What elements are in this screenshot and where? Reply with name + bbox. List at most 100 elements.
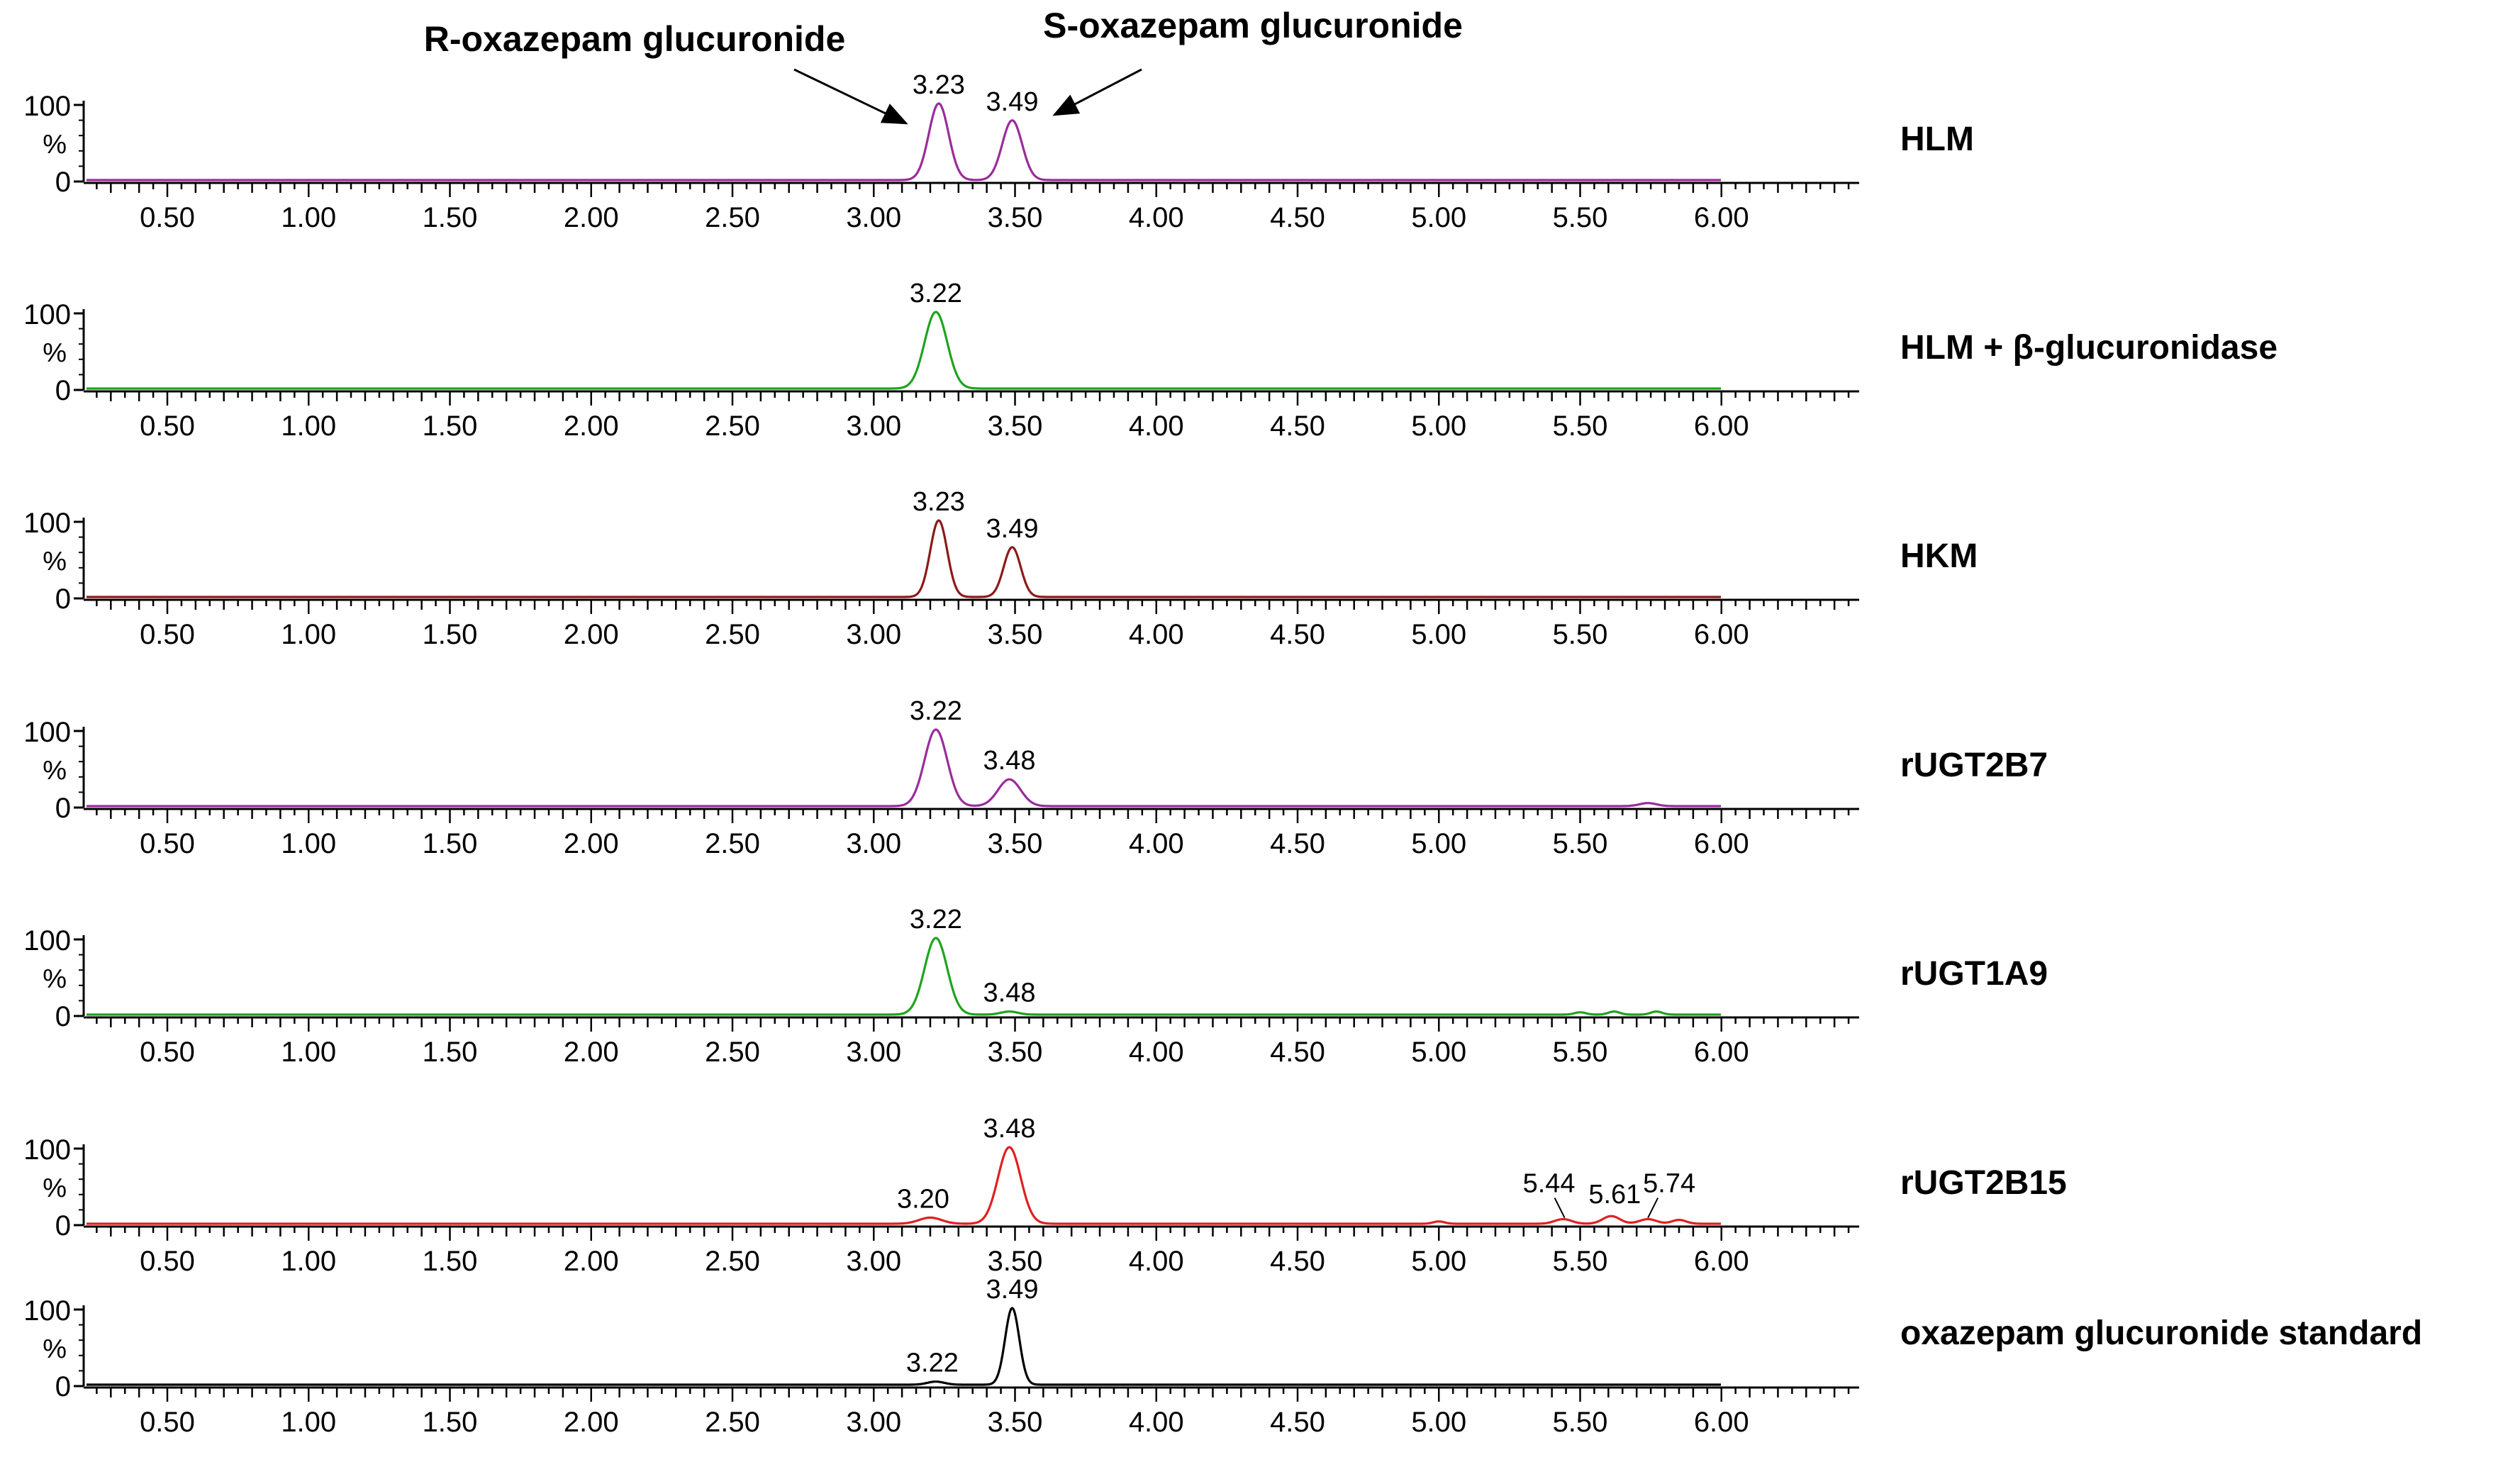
y-tick-label: 0 [55,584,71,615]
x-tick-label: 3.50 [988,828,1043,859]
peak-label: 3.22 [910,905,962,934]
panel-label: rUGT2B15 [1900,1164,2067,1202]
chromatogram-trace [86,102,1722,182]
x-tick-label: 4.50 [1270,1407,1325,1438]
peak-label: 5.74 [1643,1169,1695,1199]
y-tick-label: 0 [55,1001,71,1032]
peak-label: 3.48 [983,978,1036,1008]
chromatogram-panel: 100% 0 0.50 1.00 1.50 2.00 2.50 3.00 3.50 4.00 4.5… [23,1275,2422,1438]
y-axis-unit: % [43,547,67,576]
s-oxazepam-annotation: S-oxazepam glucuronide [1043,6,1463,45]
x-tick-label: 5.00 [1411,1037,1466,1068]
x-tick-label: 5.00 [1411,411,1466,442]
x-tick-label: 0.50 [140,1407,195,1438]
chromatogram-panel: 100% 0 0.50 1.00 1.50 2.00 2.50 3.00 3.50 4.00 4.5… [23,905,2048,1068]
x-tick-label: 3.50 [988,411,1043,442]
s-oxazepam-arrow [1052,68,1142,116]
x-tick-label: 4.50 [1270,1037,1325,1068]
x-tick-label: 1.50 [423,1037,478,1068]
x-tick-label: 4.50 [1270,619,1325,650]
x-tick-label: 1.50 [423,1407,478,1438]
chromatogram-panel: 100% 0 0.50 1.00 1.50 2.00 2.50 3.00 3.50 4.00 4.5… [23,1114,2067,1277]
x-tick-label: 4.00 [1129,828,1184,859]
y-axis-unit: % [43,1173,67,1203]
x-tick-label: 2.00 [564,1037,619,1068]
x-tick-label: 3.50 [988,1246,1043,1277]
peak-label: 3.23 [913,487,965,517]
x-tick-label: 5.50 [1553,1407,1608,1438]
x-tick-label: 5.50 [1553,828,1608,859]
x-tick-label: 4.00 [1129,202,1184,233]
x-tick-label: 4.50 [1270,411,1325,442]
y-tick-label: 0 [55,375,71,406]
x-tick-label: 4.00 [1129,1407,1184,1438]
x-tick-label: 0.50 [140,1246,195,1277]
x-tick-label: 0.50 [140,202,195,233]
x-tick-label: 1.50 [423,619,478,650]
chromatogram-trace [86,937,1722,1016]
panel-label: rUGT1A9 [1900,955,2048,993]
y-tick-label: 0 [55,167,71,198]
x-tick-label: 1.50 [423,202,478,233]
x-tick-label: 4.00 [1129,619,1184,650]
x-tick-label: 2.00 [564,1246,619,1277]
peak-label: 3.20 [897,1184,949,1214]
x-tick-label: 1.00 [281,619,336,650]
x-tick-label: 1.50 [423,828,478,859]
y-tick-label: 100 [23,91,71,122]
x-tick-label: 3.50 [988,1407,1043,1438]
x-tick-label: 6.00 [1694,1037,1749,1068]
peak-label: 3.22 [906,1349,959,1378]
x-tick-label: 3.00 [846,202,901,233]
panel-label: oxazepam glucuronide standard [1900,1314,2422,1352]
y-tick-label: 100 [23,508,71,539]
x-tick-label: 5.50 [1553,1037,1608,1068]
x-tick-label: 2.00 [564,202,619,233]
x-tick-label: 3.50 [988,619,1043,650]
x-tick-label: 3.00 [846,619,901,650]
peak-label: 5.61 [1588,1180,1641,1210]
x-tick-label: 3.00 [846,1246,901,1277]
y-axis-unit: % [43,964,67,994]
x-tick-label: 2.00 [564,411,619,442]
peak-label: 3.49 [986,1275,1039,1305]
x-tick-label: 2.50 [705,1407,760,1438]
x-tick-label: 2.00 [564,1407,619,1438]
x-tick-label: 3.00 [846,1407,901,1438]
x-tick-label: 1.00 [281,828,336,859]
x-tick-label: 6.00 [1694,828,1749,859]
peak-leader-line [1554,1198,1566,1218]
chromatogram-panel: 100% 0 0.50 1.00 1.50 2.00 2.50 3.00 3.50 4.00 4.5… [23,279,2278,442]
y-axis-unit: % [43,1334,67,1364]
chromatogram-panel: 100% 0 0.50 1.00 1.50 2.00 2.50 3.00 3.50 4.00 4.5… [23,70,1974,233]
x-tick-label: 5.50 [1553,411,1608,442]
y-tick-label: 100 [23,1134,71,1166]
x-tick-label: 4.50 [1270,828,1325,859]
x-tick-label: 4.00 [1129,1037,1184,1068]
x-tick-label: 2.50 [705,1037,760,1068]
y-axis-unit: % [43,130,67,160]
peak-label: 3.23 [913,70,965,100]
peak-label: 3.22 [910,279,962,308]
x-tick-label: 2.50 [705,202,760,233]
x-tick-label: 2.50 [705,619,760,650]
x-tick-label: 2.50 [705,828,760,859]
chromatogram-trace [86,311,1722,390]
x-tick-label: 4.50 [1270,1246,1325,1277]
x-tick-label: 5.00 [1411,828,1466,859]
panel-label: rUGT2B7 [1900,747,2048,784]
chromatogram-trace [86,728,1722,808]
x-tick-label: 3.00 [846,411,901,442]
y-tick-label: 0 [55,793,71,824]
y-tick-label: 0 [55,1210,71,1241]
x-tick-label: 6.00 [1694,411,1749,442]
peak-label: 3.22 [910,696,962,726]
r-oxazepam-arrow [793,68,908,125]
peak-label: 3.48 [983,746,1036,776]
peak-leader-line [1647,1198,1659,1218]
panel-label: HLM [1900,121,1974,158]
chromatogram-trace [86,1307,1722,1386]
x-tick-label: 2.00 [564,828,619,859]
x-tick-label: 1.50 [423,411,478,442]
x-tick-label: 6.00 [1694,1407,1749,1438]
